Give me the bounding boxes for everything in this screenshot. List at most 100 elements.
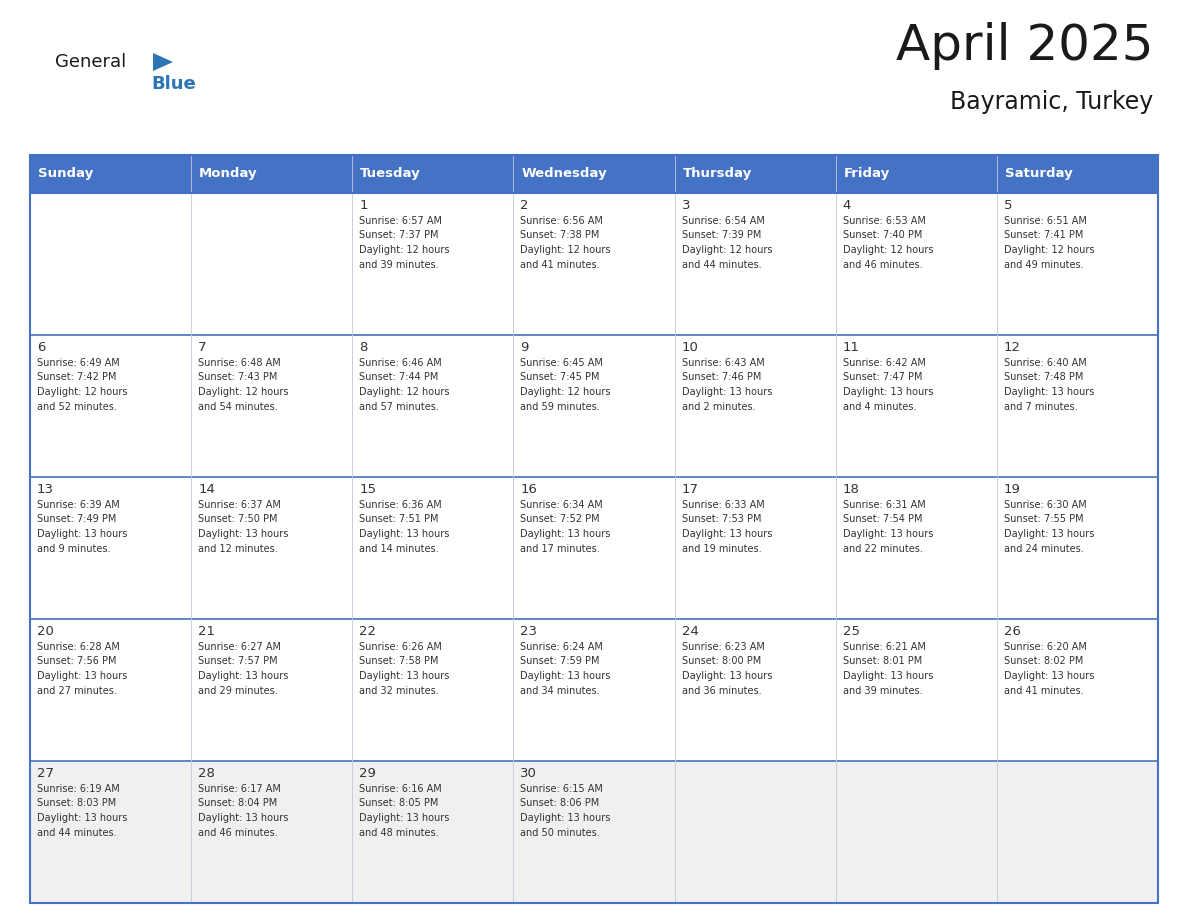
Text: Daylight: 13 hours: Daylight: 13 hours: [37, 529, 127, 539]
Text: 13: 13: [37, 483, 53, 496]
Bar: [513, 193, 675, 335]
Text: Sunrise: 6:39 AM: Sunrise: 6:39 AM: [37, 500, 120, 510]
Text: Daylight: 12 hours: Daylight: 12 hours: [1004, 245, 1094, 255]
Text: and 39 minutes.: and 39 minutes.: [359, 260, 438, 270]
Text: Daylight: 12 hours: Daylight: 12 hours: [198, 387, 289, 397]
Text: Sunrise: 6:16 AM: Sunrise: 6:16 AM: [359, 784, 442, 794]
Text: Sunset: 7:55 PM: Sunset: 7:55 PM: [1004, 514, 1083, 524]
Text: Thursday: Thursday: [683, 167, 752, 181]
Text: 30: 30: [520, 767, 537, 780]
Bar: [675, 335, 835, 477]
Text: Sunrise: 6:31 AM: Sunrise: 6:31 AM: [842, 500, 925, 510]
Bar: [513, 477, 675, 619]
Bar: [30, 193, 191, 335]
Text: and 19 minutes.: and 19 minutes.: [682, 543, 762, 554]
Bar: [353, 619, 513, 761]
Text: Sunset: 7:46 PM: Sunset: 7:46 PM: [682, 373, 762, 383]
Text: Sunset: 8:04 PM: Sunset: 8:04 PM: [198, 799, 277, 809]
Bar: [30, 155, 1158, 903]
Text: Sunset: 7:50 PM: Sunset: 7:50 PM: [198, 514, 278, 524]
Text: and 50 minutes.: and 50 minutes.: [520, 827, 600, 837]
Text: Sunset: 7:56 PM: Sunset: 7:56 PM: [37, 656, 116, 666]
Bar: [835, 335, 997, 477]
Bar: [513, 335, 675, 477]
Bar: [997, 477, 1158, 619]
Text: 20: 20: [37, 625, 53, 638]
Text: Sunset: 7:54 PM: Sunset: 7:54 PM: [842, 514, 922, 524]
Text: Daylight: 12 hours: Daylight: 12 hours: [37, 387, 127, 397]
Text: Sunrise: 6:15 AM: Sunrise: 6:15 AM: [520, 784, 604, 794]
Text: Sunrise: 6:28 AM: Sunrise: 6:28 AM: [37, 642, 120, 652]
Text: Daylight: 12 hours: Daylight: 12 hours: [520, 387, 611, 397]
Text: and 48 minutes.: and 48 minutes.: [359, 827, 438, 837]
Text: Daylight: 12 hours: Daylight: 12 hours: [520, 245, 611, 255]
Text: and 39 minutes.: and 39 minutes.: [842, 686, 922, 696]
Text: Sunrise: 6:20 AM: Sunrise: 6:20 AM: [1004, 642, 1087, 652]
Text: and 59 minutes.: and 59 minutes.: [520, 401, 600, 411]
Text: and 17 minutes.: and 17 minutes.: [520, 543, 600, 554]
Text: 26: 26: [1004, 625, 1020, 638]
Text: and 4 minutes.: and 4 minutes.: [842, 401, 916, 411]
Text: Bayramic, Turkey: Bayramic, Turkey: [949, 90, 1154, 114]
Text: and 46 minutes.: and 46 minutes.: [842, 260, 922, 270]
Text: Daylight: 12 hours: Daylight: 12 hours: [359, 387, 450, 397]
Text: Sunset: 8:00 PM: Sunset: 8:00 PM: [682, 656, 760, 666]
Text: Daylight: 13 hours: Daylight: 13 hours: [682, 529, 772, 539]
Text: and 22 minutes.: and 22 minutes.: [842, 543, 923, 554]
Text: and 2 minutes.: and 2 minutes.: [682, 401, 756, 411]
Text: 14: 14: [198, 483, 215, 496]
Bar: [30, 335, 191, 477]
Text: Sunset: 8:06 PM: Sunset: 8:06 PM: [520, 799, 600, 809]
Text: Sunrise: 6:27 AM: Sunrise: 6:27 AM: [198, 642, 282, 652]
Text: and 34 minutes.: and 34 minutes.: [520, 686, 600, 696]
Bar: [835, 761, 997, 903]
Bar: [675, 193, 835, 335]
Text: Sunset: 7:57 PM: Sunset: 7:57 PM: [198, 656, 278, 666]
Text: Sunset: 8:03 PM: Sunset: 8:03 PM: [37, 799, 116, 809]
Bar: [675, 619, 835, 761]
Text: and 24 minutes.: and 24 minutes.: [1004, 543, 1083, 554]
Text: Daylight: 13 hours: Daylight: 13 hours: [520, 813, 611, 823]
Text: 23: 23: [520, 625, 537, 638]
Text: Sunrise: 6:42 AM: Sunrise: 6:42 AM: [842, 358, 925, 368]
Text: 19: 19: [1004, 483, 1020, 496]
Text: Daylight: 13 hours: Daylight: 13 hours: [682, 387, 772, 397]
Text: Sunrise: 6:24 AM: Sunrise: 6:24 AM: [520, 642, 604, 652]
Text: and 46 minutes.: and 46 minutes.: [198, 827, 278, 837]
Text: Sunset: 8:05 PM: Sunset: 8:05 PM: [359, 799, 438, 809]
Text: Sunset: 7:41 PM: Sunset: 7:41 PM: [1004, 230, 1083, 241]
Text: Daylight: 13 hours: Daylight: 13 hours: [359, 671, 450, 681]
Text: and 27 minutes.: and 27 minutes.: [37, 686, 116, 696]
Bar: [513, 619, 675, 761]
Bar: [30, 619, 191, 761]
Text: Daylight: 13 hours: Daylight: 13 hours: [842, 387, 933, 397]
Text: and 9 minutes.: and 9 minutes.: [37, 543, 110, 554]
Text: Daylight: 13 hours: Daylight: 13 hours: [198, 671, 289, 681]
Text: Sunrise: 6:36 AM: Sunrise: 6:36 AM: [359, 500, 442, 510]
Text: Daylight: 13 hours: Daylight: 13 hours: [1004, 387, 1094, 397]
Text: Daylight: 13 hours: Daylight: 13 hours: [37, 671, 127, 681]
Bar: [675, 477, 835, 619]
Text: 7: 7: [198, 341, 207, 354]
Text: 16: 16: [520, 483, 537, 496]
Text: 1: 1: [359, 199, 368, 212]
Text: Daylight: 12 hours: Daylight: 12 hours: [682, 245, 772, 255]
Text: 2: 2: [520, 199, 529, 212]
Text: General: General: [55, 53, 126, 71]
Text: Sunset: 7:38 PM: Sunset: 7:38 PM: [520, 230, 600, 241]
Text: Daylight: 13 hours: Daylight: 13 hours: [359, 529, 450, 539]
Text: Daylight: 13 hours: Daylight: 13 hours: [1004, 529, 1094, 539]
Bar: [191, 335, 353, 477]
Bar: [191, 193, 353, 335]
Text: Daylight: 13 hours: Daylight: 13 hours: [198, 529, 289, 539]
Bar: [191, 619, 353, 761]
Bar: [353, 335, 513, 477]
Text: Sunrise: 6:48 AM: Sunrise: 6:48 AM: [198, 358, 280, 368]
Text: Sunset: 8:02 PM: Sunset: 8:02 PM: [1004, 656, 1083, 666]
Text: Sunrise: 6:30 AM: Sunrise: 6:30 AM: [1004, 500, 1087, 510]
Text: and 32 minutes.: and 32 minutes.: [359, 686, 440, 696]
Text: 3: 3: [682, 199, 690, 212]
Text: Sunrise: 6:45 AM: Sunrise: 6:45 AM: [520, 358, 604, 368]
Text: Sunrise: 6:34 AM: Sunrise: 6:34 AM: [520, 500, 604, 510]
Text: Sunrise: 6:40 AM: Sunrise: 6:40 AM: [1004, 358, 1087, 368]
